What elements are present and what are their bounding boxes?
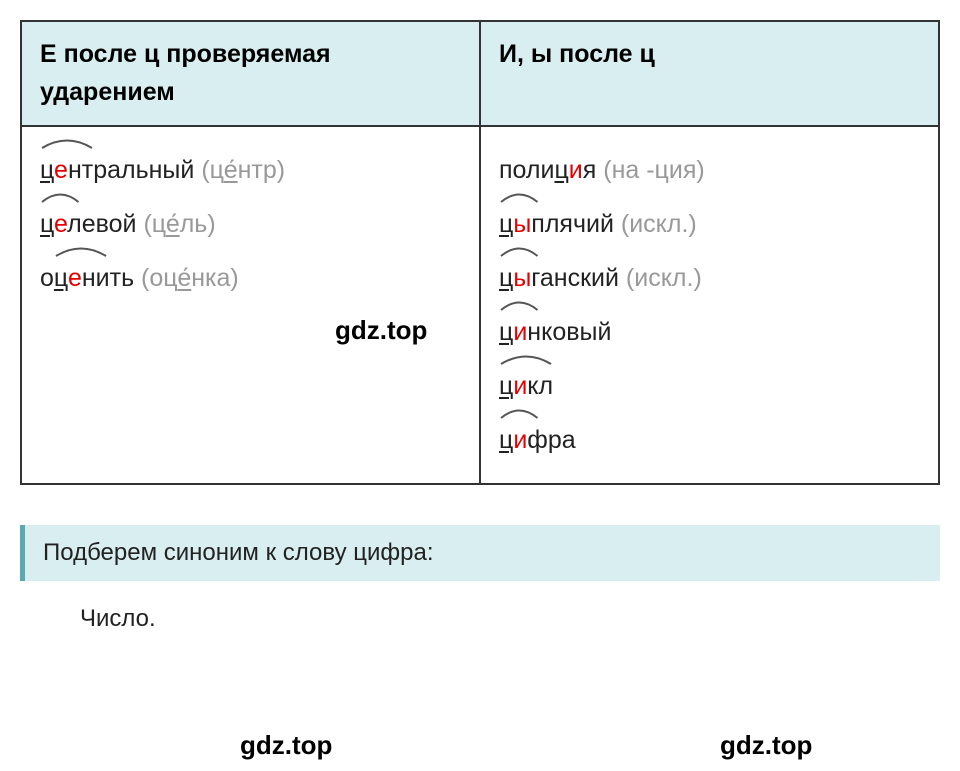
word-line: цифра	[499, 415, 920, 465]
word-line: цикл	[499, 361, 920, 411]
word-line: оценить (оценка)	[40, 253, 461, 303]
hint: (оценка)	[134, 264, 239, 292]
col-header-right: И, ы после ц	[480, 21, 939, 126]
word-segment: ц	[499, 264, 513, 292]
word-line: целевой (цель)	[40, 199, 461, 249]
word-segment: о	[40, 264, 54, 292]
word-segment: ц	[54, 264, 68, 292]
word-segment: е	[54, 210, 67, 238]
hint: (центр)	[194, 156, 285, 184]
word-segment: ц	[499, 372, 513, 400]
word-segment: ц	[40, 210, 54, 238]
word-segment: я	[583, 156, 597, 184]
table-container: Е после ц проверяемая ударением И, ы пос…	[20, 20, 940, 485]
word: центральный	[40, 145, 194, 195]
cell-right: полиция (на -ция)цыплячий (искл.)цыганск…	[480, 126, 939, 484]
answer-text: Число.	[20, 581, 940, 633]
word: цинковый	[499, 307, 611, 357]
word-line: центральный (центр)	[40, 145, 461, 195]
word-segment: левой	[67, 210, 136, 238]
word-segment: ц	[499, 426, 513, 454]
below-area: Подберем синоним к слову цифра: Число.	[20, 525, 940, 633]
word-segment: ы	[513, 264, 531, 292]
word-segment: поли	[499, 156, 554, 184]
synonym-callout: Подберем синоним к слову цифра:	[20, 525, 940, 581]
word: цыплячий	[499, 199, 614, 249]
word: оценить	[40, 253, 134, 303]
main-table: Е после ц проверяемая ударением И, ы пос…	[20, 20, 940, 485]
word-segment: плячий	[531, 210, 614, 238]
word: цикл	[499, 361, 553, 411]
word-line: полиция (на -ция)	[499, 145, 920, 195]
word-segment: и	[513, 372, 527, 400]
word-segment: ц	[499, 210, 513, 238]
watermark: gdz.top	[720, 730, 812, 761]
word: цифра	[499, 415, 576, 465]
word-segment: е	[68, 264, 82, 292]
word-segment: е	[54, 156, 68, 184]
word: полиция	[499, 145, 596, 195]
word: цыганский	[499, 253, 619, 303]
word-segment: фра	[527, 426, 575, 454]
hint: (искл.)	[619, 264, 702, 292]
callout-text: Подберем синоним к слову цифра:	[43, 539, 434, 566]
col-header-left: Е после ц проверяемая ударением	[21, 21, 480, 126]
word-segment: кл	[527, 372, 553, 400]
word-segment: нтральный	[68, 156, 194, 184]
hint: (искл.)	[614, 210, 697, 238]
word-segment: и	[513, 426, 527, 454]
hint: (на -ция)	[596, 156, 704, 184]
hint: (цель)	[137, 210, 216, 238]
word-segment: нковый	[527, 318, 611, 346]
word-segment: ганский	[531, 264, 619, 292]
word-line: цыплячий (искл.)	[499, 199, 920, 249]
word-segment: и	[569, 156, 583, 184]
word-segment: ц	[554, 156, 568, 184]
word: целевой	[40, 199, 137, 249]
word-line: цинковый	[499, 307, 920, 357]
word-segment: ц	[40, 156, 54, 184]
word-segment: ц	[499, 318, 513, 346]
watermark: gdz.top	[240, 730, 332, 761]
word-segment: ы	[513, 210, 531, 238]
cell-left: центральный (центр)целевой (цель)оценить…	[21, 126, 480, 484]
word-segment: и	[513, 318, 527, 346]
word-segment: нить	[82, 264, 134, 292]
word-line: цыганский (искл.)	[499, 253, 920, 303]
